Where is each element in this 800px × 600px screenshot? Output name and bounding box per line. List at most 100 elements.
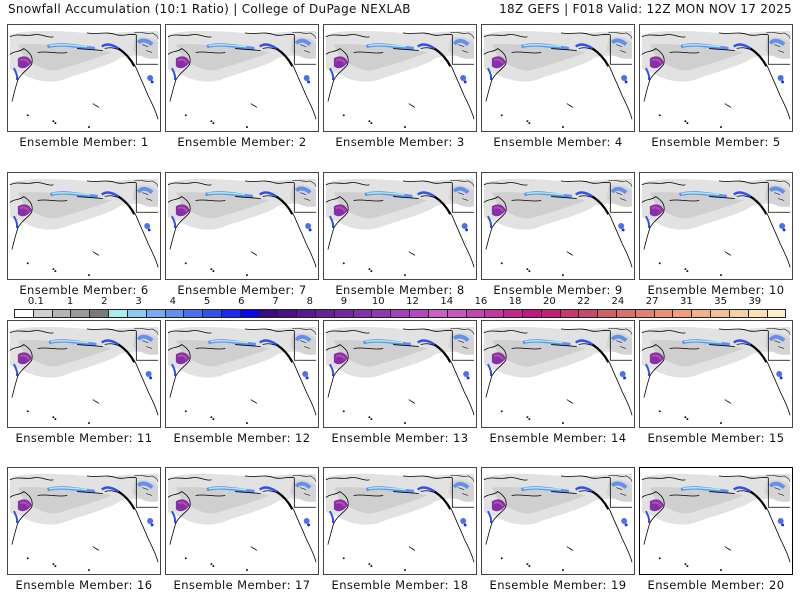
ensemble-member-label: Ensemble Member: 5 (651, 135, 781, 149)
ensemble-member-map[interactable] (7, 172, 161, 280)
ensemble-member-map[interactable] (481, 320, 635, 428)
ensemble-member-label: Ensemble Member: 17 (173, 578, 311, 592)
coastlines (641, 180, 791, 277)
legend-swatch (598, 310, 617, 317)
ensemble-member-map[interactable] (165, 467, 319, 575)
snow-band-canada (610, 38, 628, 47)
snow-band-canada (452, 334, 470, 343)
snow-band-canada (610, 186, 628, 195)
ensemble-member-map[interactable] (323, 172, 477, 280)
alaska-panhandle-coast (433, 343, 452, 363)
legend-swatch (654, 310, 674, 317)
legend-swatch (410, 310, 429, 317)
snow-band-canada (768, 481, 786, 490)
snow-band-canada (452, 186, 470, 195)
alaska-panhandle-coast (117, 195, 136, 215)
snow-band-canada (610, 334, 628, 343)
snow-shading-mid (333, 192, 428, 219)
legend-swatch (71, 310, 91, 317)
legend-swatch (635, 310, 655, 317)
legend-tick-label: 9 (340, 296, 348, 307)
snow-spot-rockies (777, 518, 784, 524)
snow-band-alaska (100, 339, 120, 346)
legend-swatch (52, 310, 72, 317)
snow-spot-rockies (147, 75, 154, 81)
coastlines (9, 32, 159, 129)
color-legend: 0.1 1 2 3 4 5 6 7 8 9 10 12 14 16 18 20 22 24 27 31 35 39 (14, 296, 786, 320)
snow-band-alaska (574, 43, 594, 50)
snow-band-alaska (258, 191, 278, 198)
ensemble-member-map[interactable] (481, 467, 635, 575)
snow-shading-mid (17, 340, 112, 367)
snow-band-alaska (416, 339, 436, 346)
alaska-panhandle-coast (275, 343, 294, 363)
snow-band-alaska (100, 43, 120, 50)
legend-tick-label: 18 (508, 296, 522, 307)
snow-band-canada (294, 481, 312, 490)
ensemble-member-map[interactable] (165, 172, 319, 280)
snow-shading-mid (175, 44, 270, 71)
alaska-panhandle-coast (433, 490, 452, 510)
ensemble-member-map[interactable] (7, 320, 161, 428)
snow-shading-mid (649, 340, 744, 367)
ensemble-member-map[interactable] (165, 24, 319, 132)
alaska-panhandle-coast (275, 195, 294, 215)
legend-tick-label: 10 (371, 296, 385, 307)
alaska-panhandle-coast (117, 47, 136, 67)
snow-band-canada (294, 186, 312, 195)
ensemble-member-map[interactable] (165, 320, 319, 428)
snow-shading-mid (649, 44, 744, 71)
ensemble-member-label: Ensemble Member: 19 (489, 578, 627, 592)
snow-spot-rockies (147, 518, 154, 524)
ensemble-member-map[interactable] (481, 24, 635, 132)
snow-spot-rockies (621, 75, 628, 81)
legend-swatch (184, 310, 204, 317)
legend-swatch (391, 310, 411, 317)
ensemble-member-map[interactable] (639, 320, 793, 428)
legend-tick-label: 6 (238, 296, 245, 307)
ensemble-member-label: Ensemble Member: 18 (331, 578, 469, 592)
snow-band-alaska (574, 486, 594, 493)
ensemble-member-label: Ensemble Member: 9 (493, 283, 623, 297)
snow-shading-mid (17, 192, 112, 219)
alaska-panhandle-coast (275, 490, 294, 510)
ensemble-member-map[interactable] (639, 172, 793, 280)
snow-spot-rockies (302, 371, 309, 377)
ensemble-member-map[interactable] (481, 172, 635, 280)
alaska-panhandle-coast (433, 195, 452, 215)
ensemble-member-map[interactable] (7, 24, 161, 132)
snow-spot-rockies (621, 518, 628, 524)
snow-band-canada (768, 334, 786, 343)
legend-swatch (522, 310, 542, 317)
ensemble-member-label: Ensemble Member: 14 (489, 431, 627, 445)
snow-band-canada (452, 481, 470, 490)
ensemble-member-map[interactable] (323, 467, 477, 575)
legend-tick-label: 39 (748, 296, 762, 307)
legend-swatch (297, 310, 316, 317)
legend-swatch (165, 310, 185, 317)
legend-swatch (466, 310, 486, 317)
legend-swatch (504, 310, 523, 317)
snow-spot-rockies (461, 223, 468, 229)
alaska-panhandle-coast (749, 490, 768, 510)
snow-band-alaska (258, 486, 278, 493)
coastlines (9, 180, 159, 277)
legend-swatch (428, 310, 448, 317)
coastlines (483, 32, 633, 129)
ensemble-member-map[interactable] (639, 467, 793, 575)
ensemble-member-map[interactable] (323, 320, 477, 428)
ensemble-member-map[interactable] (7, 467, 161, 575)
alaska-panhandle-coast (591, 47, 610, 67)
ensemble-member-map[interactable] (323, 24, 477, 132)
legend-tick-label: 7 (272, 296, 279, 307)
legend-swatch (203, 310, 222, 317)
ensemble-member-map[interactable] (639, 24, 793, 132)
snow-shading-mid (175, 487, 270, 514)
ensemble-member-label: Ensemble Member: 7 (177, 283, 307, 297)
snow-band-canada (452, 38, 470, 47)
ensemble-member-label: Ensemble Member: 6 (19, 283, 149, 297)
legend-tick-label: 3 (135, 296, 142, 307)
ensemble-member-label: Ensemble Member: 4 (493, 135, 623, 149)
snow-band-alaska (732, 486, 752, 493)
ensemble-member-label: Ensemble Member: 11 (15, 431, 153, 445)
